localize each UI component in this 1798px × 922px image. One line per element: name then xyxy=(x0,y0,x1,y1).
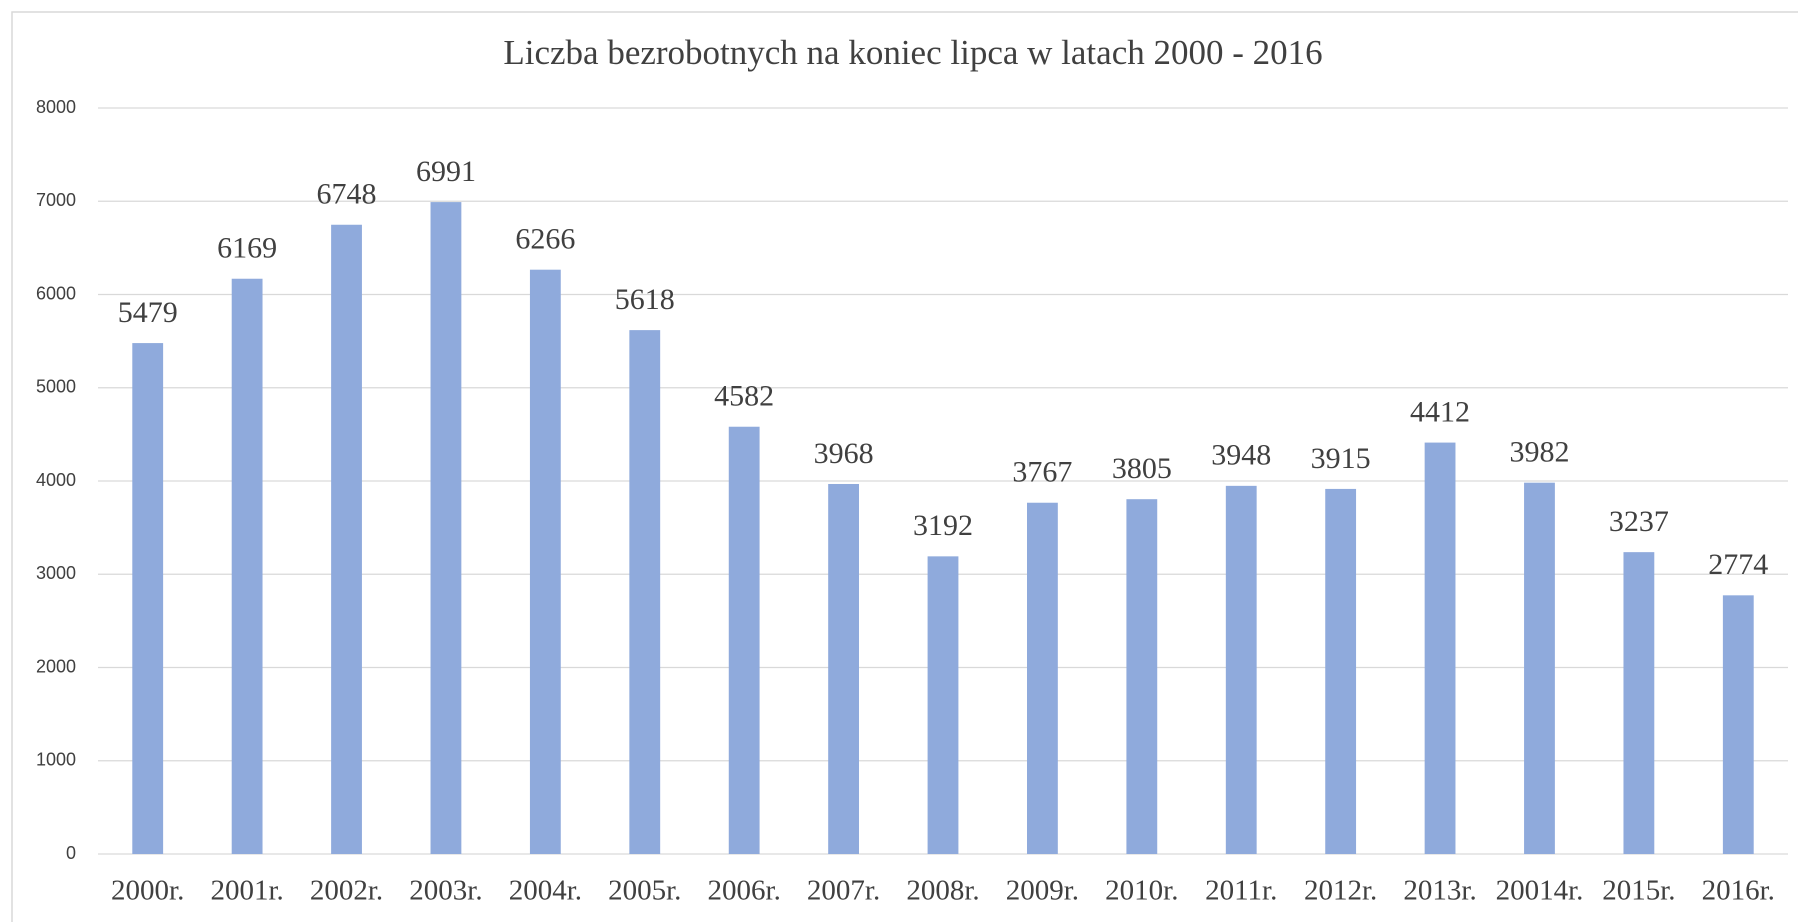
y-tick-label: 3000 xyxy=(36,563,76,583)
y-tick-label: 6000 xyxy=(36,283,76,303)
data-label: 4412 xyxy=(1410,395,1470,428)
x-tick-label: 2002r. xyxy=(310,875,383,907)
data-label: 6748 xyxy=(317,178,377,211)
data-label: 3982 xyxy=(1509,436,1569,469)
x-tick-label: 2003r. xyxy=(409,875,482,907)
y-tick-label: 4000 xyxy=(36,470,76,490)
x-tick-label: 2015r. xyxy=(1602,875,1675,907)
x-tick-label: 2001r. xyxy=(210,875,283,907)
data-label: 2774 xyxy=(1708,548,1768,581)
x-tick-label: 2005r. xyxy=(608,875,681,907)
chart-title: Liczba bezrobotnych na koniec lipca w la… xyxy=(503,33,1322,72)
bar xyxy=(927,556,959,854)
data-label: 3767 xyxy=(1012,456,1072,489)
data-label: 3948 xyxy=(1211,439,1271,472)
bar xyxy=(529,269,561,854)
data-label: 3915 xyxy=(1311,442,1371,475)
y-tick-label: 8000 xyxy=(36,97,76,117)
bar xyxy=(629,330,661,855)
x-tick-label: 2012r. xyxy=(1304,875,1377,907)
bar xyxy=(1126,499,1158,854)
x-tick-label: 2016r. xyxy=(1702,875,1775,907)
bar xyxy=(1722,595,1754,854)
x-tick-label: 2000r. xyxy=(111,875,184,907)
y-tick-label: 5000 xyxy=(36,377,76,397)
x-tick-label: 2008r. xyxy=(906,875,979,907)
x-tick-label: 2007r. xyxy=(807,875,880,907)
bar xyxy=(1225,485,1257,854)
x-tick-label: 20014r. xyxy=(1496,875,1584,907)
data-label: 3192 xyxy=(913,509,973,542)
bar xyxy=(1424,442,1456,854)
chart-frame xyxy=(11,11,1798,922)
x-tick-label: 2010r. xyxy=(1105,875,1178,907)
data-label: 5479 xyxy=(118,296,178,329)
bar xyxy=(1524,482,1555,854)
data-label: 6991 xyxy=(416,155,476,188)
data-label: 3237 xyxy=(1609,505,1669,538)
data-label: 5618 xyxy=(615,283,675,316)
data-label: 3968 xyxy=(814,437,874,470)
x-tick-label: 2009r. xyxy=(1006,875,1079,907)
data-label: 4582 xyxy=(714,380,774,413)
y-tick-label: 7000 xyxy=(36,190,76,210)
bar xyxy=(1325,488,1357,854)
bar xyxy=(828,483,859,854)
bar xyxy=(331,224,362,854)
data-label: 6266 xyxy=(515,223,575,256)
bar xyxy=(728,426,760,854)
bar xyxy=(132,343,164,854)
y-tick-label: 1000 xyxy=(36,750,76,770)
data-label: 3805 xyxy=(1112,452,1172,485)
x-tick-label: 2004r. xyxy=(509,875,582,907)
x-tick-label: 2011r. xyxy=(1205,875,1277,907)
y-tick-label: 0 xyxy=(66,843,76,863)
x-tick-label: 2013r. xyxy=(1403,875,1476,907)
bar xyxy=(1623,552,1655,854)
bar xyxy=(1027,502,1058,854)
y-tick-label: 2000 xyxy=(36,656,76,676)
bar xyxy=(231,278,263,855)
bar xyxy=(430,202,462,855)
x-tick-label: 2006r. xyxy=(708,875,781,907)
data-label: 6169 xyxy=(217,232,277,265)
